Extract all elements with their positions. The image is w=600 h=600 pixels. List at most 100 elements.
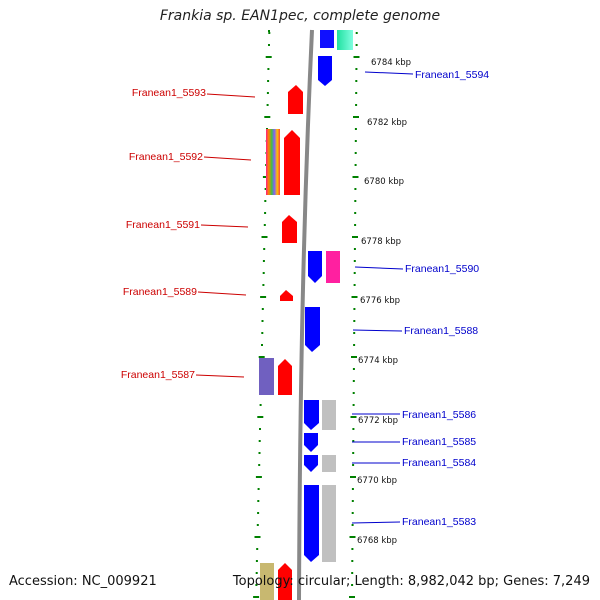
gene-franean1-5584 xyxy=(304,455,318,472)
gene-label[interactable]: Franean1_5590 xyxy=(405,263,479,275)
gene-block-top-teal xyxy=(337,30,353,50)
gene-franean1-5592 xyxy=(284,130,300,195)
tick-mark xyxy=(258,452,261,454)
tick-mark xyxy=(353,260,356,262)
gene-franean1-5594 xyxy=(318,56,332,86)
tick-mark xyxy=(353,56,360,58)
gene-franean1-5583 xyxy=(304,485,319,562)
tick-mark xyxy=(268,44,270,46)
tick-mark xyxy=(352,380,355,382)
tick-mark xyxy=(254,536,261,538)
tick-mark xyxy=(354,152,357,154)
tick-mark xyxy=(352,452,355,454)
tick-mark xyxy=(351,548,354,550)
gene-franean1-5591 xyxy=(282,215,297,243)
gene-label[interactable]: Franean1_5591 xyxy=(126,219,200,231)
gene-label[interactable]: Franean1_5586 xyxy=(402,409,476,421)
kbp-label: 6776 kbp xyxy=(360,296,400,306)
tick-mark xyxy=(354,164,357,166)
tick-mark xyxy=(255,476,262,478)
tick-mark xyxy=(261,332,264,334)
tick-mark xyxy=(353,308,356,310)
tick-mark xyxy=(264,200,267,202)
gene-block-bottom-olive xyxy=(260,563,274,600)
kbp-label: 6782 kbp xyxy=(367,118,407,128)
tick-mark xyxy=(262,272,265,274)
tick-mark xyxy=(349,536,356,538)
gene-franean1-5587-feature xyxy=(259,358,274,395)
gene-label[interactable]: Franean1_5589 xyxy=(123,286,197,298)
gene-label[interactable]: Franean1_5588 xyxy=(404,325,478,337)
tick-mark xyxy=(350,476,356,478)
gene-franean1-5592-feature xyxy=(266,129,280,195)
gene-franean1-5584-feature xyxy=(322,455,336,472)
kbp-label: 6778 kbp xyxy=(361,237,401,247)
tick-mark xyxy=(262,260,265,262)
tick-mark xyxy=(267,68,270,70)
tick-mark xyxy=(262,284,265,286)
tick-mark xyxy=(351,356,357,358)
gene-label[interactable]: Franean1_5585 xyxy=(402,436,476,448)
left-tick-track xyxy=(268,30,270,32)
tick-mark xyxy=(256,524,259,526)
tick-mark xyxy=(354,224,357,226)
gene-franean1-5593 xyxy=(288,85,303,114)
gene-franean1-5590 xyxy=(308,251,322,283)
gene-franean1-5590-feature xyxy=(326,251,340,283)
gene-franean1-5585 xyxy=(304,433,318,452)
gene-franean1-5583-feature xyxy=(322,485,336,562)
tick-mark xyxy=(263,224,266,226)
tick-mark xyxy=(266,104,269,106)
gene-label[interactable]: Franean1_5594 xyxy=(415,69,489,81)
tick-mark xyxy=(353,344,356,346)
tick-mark xyxy=(259,404,262,406)
tick-mark xyxy=(351,524,354,526)
tick-mark xyxy=(351,560,354,562)
topology-label: Topology: circular; Length: 8,982,042 bp… xyxy=(232,574,590,589)
tick-mark xyxy=(353,320,356,322)
tick-mark xyxy=(355,80,358,82)
gene-franean1-5586 xyxy=(304,400,319,430)
left-label-connectors xyxy=(195,93,256,378)
tick-mark xyxy=(355,68,358,70)
tick-mark xyxy=(353,248,356,250)
tick-mark xyxy=(355,44,358,46)
tick-mark xyxy=(354,200,357,202)
kbp-label: 6780 kbp xyxy=(364,177,404,187)
tick-mark xyxy=(264,116,271,118)
gene-franean1-5589 xyxy=(280,290,293,301)
tick-mark xyxy=(257,500,260,502)
kbp-label: 6772 kbp xyxy=(358,416,398,426)
tick-mark xyxy=(261,236,268,238)
gene-franean1-5588 xyxy=(305,307,320,352)
tick-mark xyxy=(351,572,354,574)
right-gene-labels: Franean1_5594 Franean1_5590 Franean1_558… xyxy=(402,69,489,528)
gene-label[interactable]: Franean1_5593 xyxy=(132,87,206,99)
tick-mark xyxy=(352,236,358,238)
accession-label: Accession: NC_009921 xyxy=(9,574,157,589)
tick-mark xyxy=(261,308,264,310)
tick-mark xyxy=(265,56,272,58)
tick-mark xyxy=(353,272,356,274)
tick-mark xyxy=(264,188,267,190)
tick-mark xyxy=(352,368,355,370)
tick-mark xyxy=(354,212,357,214)
tick-mark xyxy=(257,488,260,490)
tick-mark xyxy=(352,428,355,430)
tick-mark xyxy=(349,596,355,598)
tick-mark xyxy=(253,596,260,598)
tick-mark xyxy=(353,284,356,286)
kbp-label: 6770 kbp xyxy=(357,476,397,486)
tick-mark xyxy=(268,32,271,34)
tick-mark xyxy=(352,440,355,442)
tick-mark xyxy=(257,512,260,514)
tick-mark xyxy=(263,248,266,250)
gene-label[interactable]: Franean1_5592 xyxy=(129,151,203,163)
tick-mark xyxy=(352,176,359,178)
gene-label[interactable]: Franean1_5587 xyxy=(121,369,195,381)
left-ticks xyxy=(253,32,272,598)
gene-label[interactable]: Franean1_5583 xyxy=(402,516,476,528)
tick-mark xyxy=(267,80,270,82)
gene-label[interactable]: Franean1_5584 xyxy=(402,457,476,469)
right-ticks xyxy=(349,32,360,598)
